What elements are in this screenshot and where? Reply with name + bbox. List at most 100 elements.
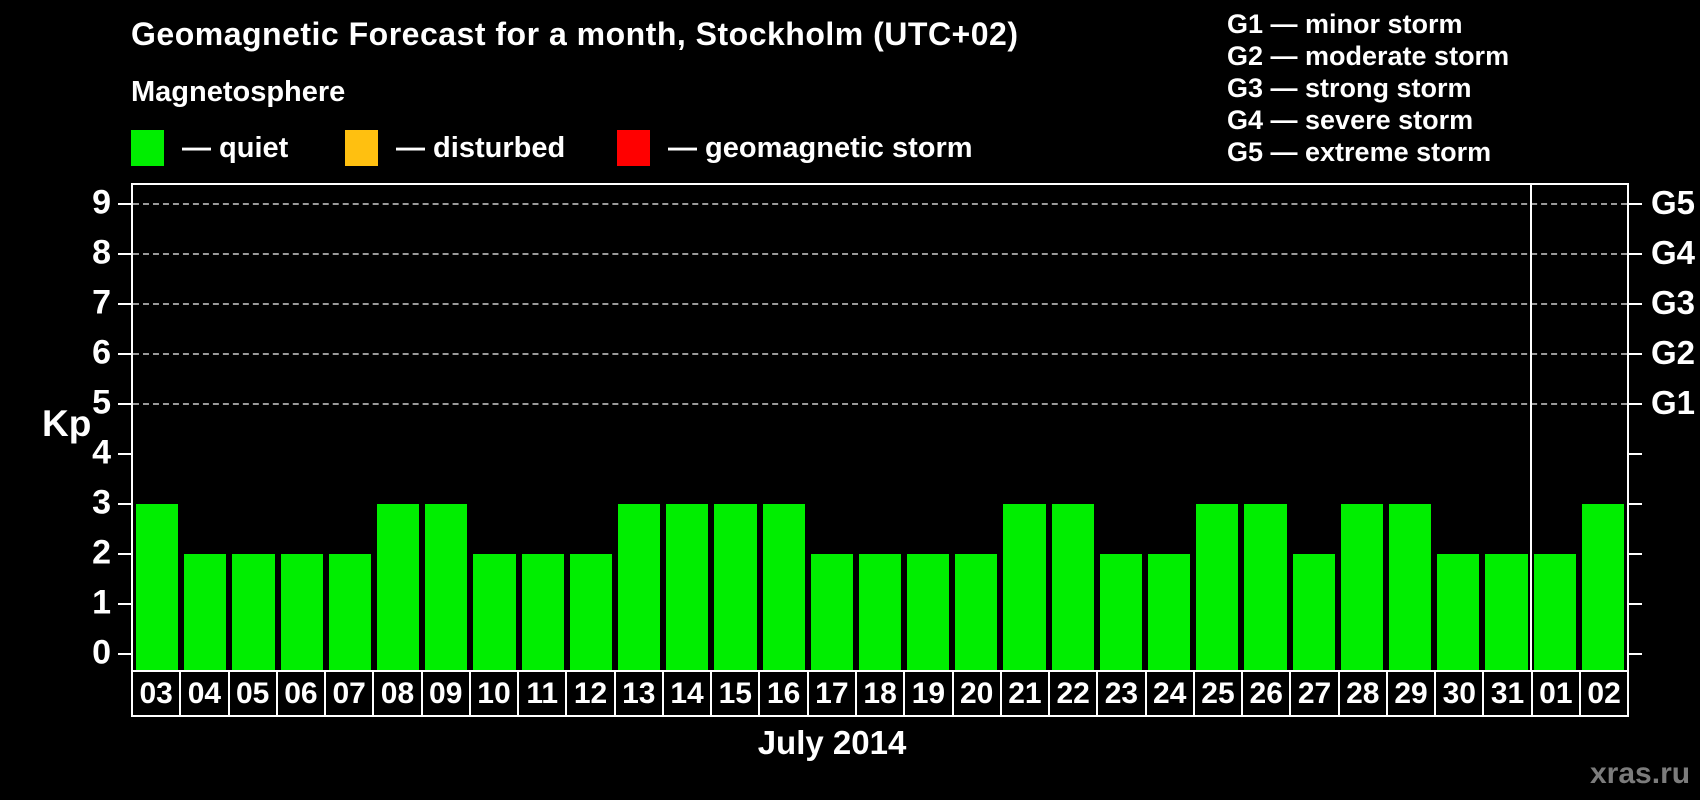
y-tick-label-7: 7: [92, 283, 111, 322]
legend-item-disturbed: — disturbed: [345, 127, 565, 169]
kp-bar-day-07: [328, 554, 371, 670]
x-axis-month-label: July 2014: [757, 724, 907, 761]
gridline-kp5: [133, 403, 1627, 405]
day-label-16: 16: [758, 670, 809, 717]
y-tick-left-0: [118, 653, 131, 655]
g-scale-legend: G1 — minor storm G2 — moderate storm G3 …: [1227, 8, 1509, 168]
kp-bar-day-08: [376, 504, 420, 670]
kp-bar-day-25: [1196, 504, 1239, 670]
kp-bar-day-13: [617, 504, 661, 670]
g-legend-line-g3: G3 — strong storm: [1227, 73, 1472, 103]
day-label-19: 19: [903, 670, 954, 717]
day-label-25: 25: [1192, 670, 1244, 717]
day-label-01: 01: [1530, 670, 1581, 717]
kp-bar-day-23: [1099, 554, 1143, 670]
y-tick-label-4: 4: [92, 433, 111, 472]
y-tick-right-3: [1629, 503, 1642, 505]
y-tick-right-0: [1629, 653, 1642, 655]
disturbed-color-swatch: [345, 130, 378, 166]
kp-bar-day-14: [666, 504, 709, 670]
y-tick-left-2: [118, 553, 131, 555]
g-axis-label-g2: G2: [1651, 334, 1696, 372]
y-tick-label-3: 3: [92, 483, 111, 522]
legend-label-storm: — geomagnetic storm: [668, 131, 973, 164]
kp-bar-day-02: [1581, 504, 1624, 670]
day-label-02: 02: [1578, 670, 1630, 717]
g-legend-line-g1: G1 — minor storm: [1227, 9, 1463, 39]
day-label-15: 15: [710, 670, 761, 717]
plot-area: 0 1 2 3 4 5 6 7 8 9 G1 G2 G3 G4 G5: [92, 183, 1695, 672]
kp-bar-day-15: [714, 504, 757, 670]
day-label-24: 24: [1144, 670, 1195, 717]
g-axis-label-g1: G1: [1651, 384, 1696, 422]
kp-bar-day-29: [1389, 504, 1432, 670]
y-tick-right-2: [1629, 553, 1642, 555]
gridline-kp9: [133, 203, 1627, 205]
kp-bar-day-22: [1051, 504, 1094, 670]
day-label-14: 14: [661, 670, 713, 717]
y-tick-left-1: [118, 603, 131, 605]
y-tick-right-5: [1629, 403, 1642, 405]
day-label-03: 03: [131, 670, 182, 717]
day-label-10: 10: [468, 670, 520, 717]
y-tick-left-7: [118, 303, 131, 305]
legend-item-storm: — geomagnetic storm: [617, 127, 973, 169]
g-axis-label-g3: G3: [1651, 284, 1696, 322]
day-label-13: 13: [613, 670, 664, 717]
kp-bar-day-09: [425, 504, 468, 670]
day-label-20: 20: [951, 670, 1002, 717]
kp-bar-day-18: [858, 554, 902, 670]
gridline-kp6: [133, 353, 1627, 355]
kp-bar-day-19: [907, 554, 950, 670]
g-legend-line-g5: G5 — extreme storm: [1227, 137, 1492, 167]
legend-item-quiet: — quiet: [131, 127, 288, 169]
kp-bar-day-12: [569, 554, 612, 670]
kp-bar-day-20: [955, 554, 998, 670]
gridline-kp8: [133, 253, 1627, 255]
day-label-18: 18: [854, 670, 906, 717]
day-label-08: 08: [372, 670, 423, 717]
day-label-04: 04: [179, 670, 230, 717]
day-label-27: 27: [1289, 670, 1340, 717]
kp-bar-day-27: [1292, 554, 1335, 670]
y-tick-right-7: [1629, 303, 1642, 305]
y-tick-label-0: 0: [92, 633, 111, 672]
day-label-28: 28: [1337, 670, 1388, 717]
day-label-23: 23: [1096, 670, 1147, 717]
y-tick-right-4: [1629, 453, 1642, 455]
g-axis-label-g4: G4: [1651, 234, 1696, 272]
kp-bar-day-16: [762, 504, 805, 670]
day-label-17: 17: [806, 670, 857, 717]
y-tick-right-6: [1629, 353, 1642, 355]
day-label-06: 06: [275, 670, 327, 717]
legend-label-disturbed: — disturbed: [396, 131, 566, 164]
y-tick-label-1: 1: [92, 583, 111, 622]
day-label-12: 12: [565, 670, 616, 717]
day-label-31: 31: [1482, 670, 1533, 717]
kp-bar-day-17: [810, 554, 853, 670]
y-tick-left-5: [118, 403, 131, 405]
day-label-05: 05: [227, 670, 278, 717]
kp-bar-day-04: [184, 554, 227, 670]
day-label-09: 09: [420, 670, 471, 717]
y-tick-label-9: 9: [92, 183, 111, 222]
day-label-26: 26: [1241, 670, 1292, 717]
y-tick-right-8: [1629, 253, 1642, 255]
quiet-color-swatch: [131, 130, 164, 166]
y-axis-title: Kp: [42, 403, 92, 444]
kp-bar-day-01: [1533, 554, 1576, 670]
y-tick-label-6: 6: [92, 333, 111, 372]
y-tick-left-6: [118, 353, 131, 355]
kp-bar-day-03: [136, 504, 179, 670]
g-axis-label-g5: G5: [1651, 184, 1696, 222]
legend-label-quiet: — quiet: [182, 131, 289, 164]
y-tick-left-3: [118, 503, 131, 505]
page-title: Geomagnetic Forecast for a month, Stockh…: [131, 16, 1019, 52]
magnetosphere-label: Magnetosphere: [131, 76, 346, 108]
x-axis-day-labels: 03 04 05 06 07 08 09 10 11 12 13 14 15 16 17 18 19 20 21 22…: [131, 670, 1630, 717]
y-tick-label-5: 5: [92, 383, 111, 422]
y-tick-left-8: [118, 253, 131, 255]
kp-bar-day-26: [1244, 504, 1287, 670]
g-legend-line-g4: G4 — severe storm: [1227, 105, 1474, 135]
